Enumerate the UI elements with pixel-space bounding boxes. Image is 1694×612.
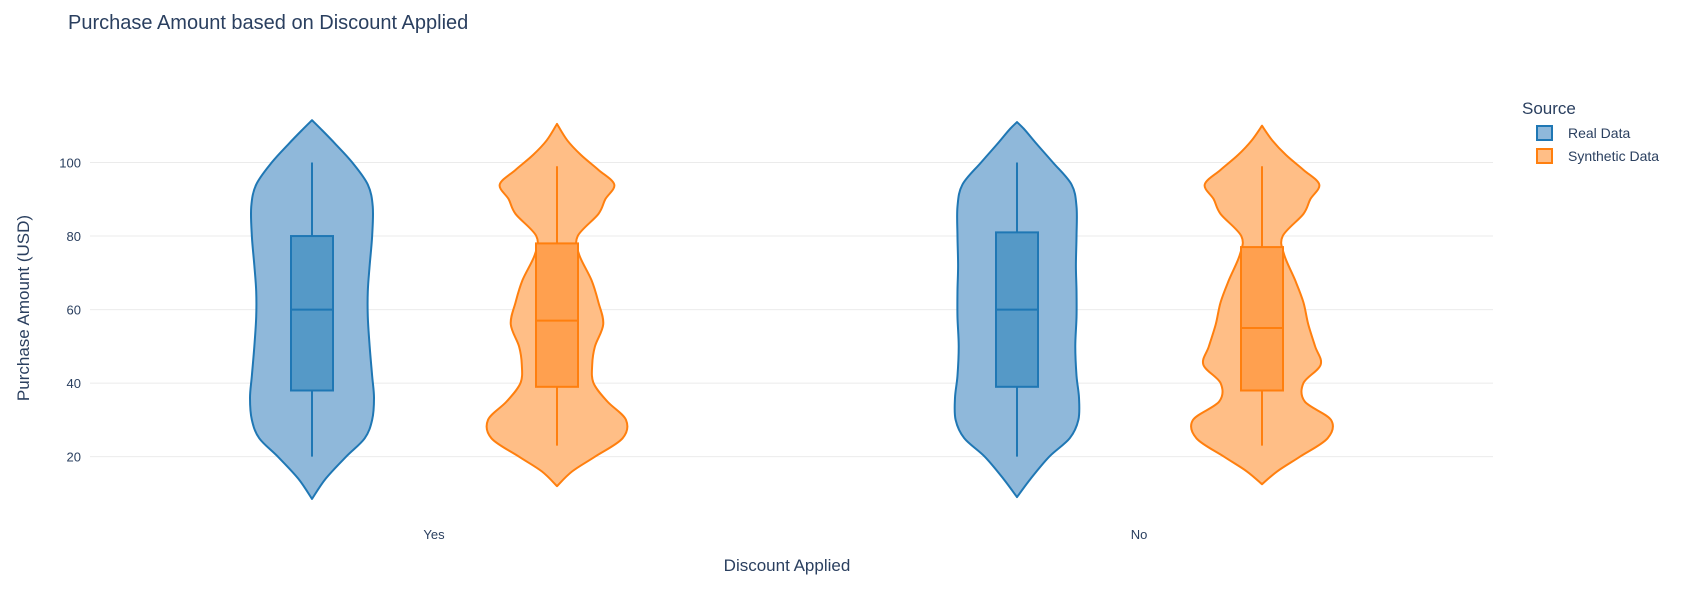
legend-label: Synthetic Data — [1568, 148, 1659, 164]
violin-box — [290, 235, 334, 392]
legend-swatch — [1536, 125, 1553, 141]
legend-title: Source — [1522, 99, 1576, 118]
violin-box — [1240, 246, 1284, 392]
y-tick-label: 80 — [67, 229, 81, 244]
violin-synthetic-data-yes — [485, 122, 629, 488]
y-tick-label: 100 — [59, 156, 81, 171]
violin-real-data-yes — [249, 119, 375, 500]
x-tick-label: No — [1131, 527, 1148, 542]
violin-synthetic-data-no — [1190, 124, 1334, 486]
legend-item-synthetic-data[interactable]: Synthetic Data — [1536, 148, 1659, 164]
y-tick-labels: 20 40 60 80 100 — [59, 156, 81, 465]
x-tick-labels: Yes No — [423, 527, 1147, 542]
x-axis-title: Discount Applied — [724, 556, 851, 575]
chart-title: Purchase Amount based on Discount Applie… — [68, 12, 468, 34]
y-tick-label: 20 — [67, 450, 81, 465]
legend: Source Real Data Synthetic Data — [1522, 99, 1659, 164]
legend-label: Real Data — [1568, 125, 1630, 141]
violin-real-data-no — [953, 121, 1081, 499]
y-tick-label: 60 — [67, 303, 81, 318]
y-tick-label: 40 — [67, 376, 81, 391]
violin-plot-area — [249, 119, 1334, 500]
x-tick-label: Yes — [423, 527, 445, 542]
violin-box — [535, 242, 579, 388]
legend-item-real-data[interactable]: Real Data — [1536, 125, 1630, 141]
legend-swatch — [1536, 148, 1553, 164]
y-axis-title: Purchase Amount (USD) — [14, 215, 33, 401]
